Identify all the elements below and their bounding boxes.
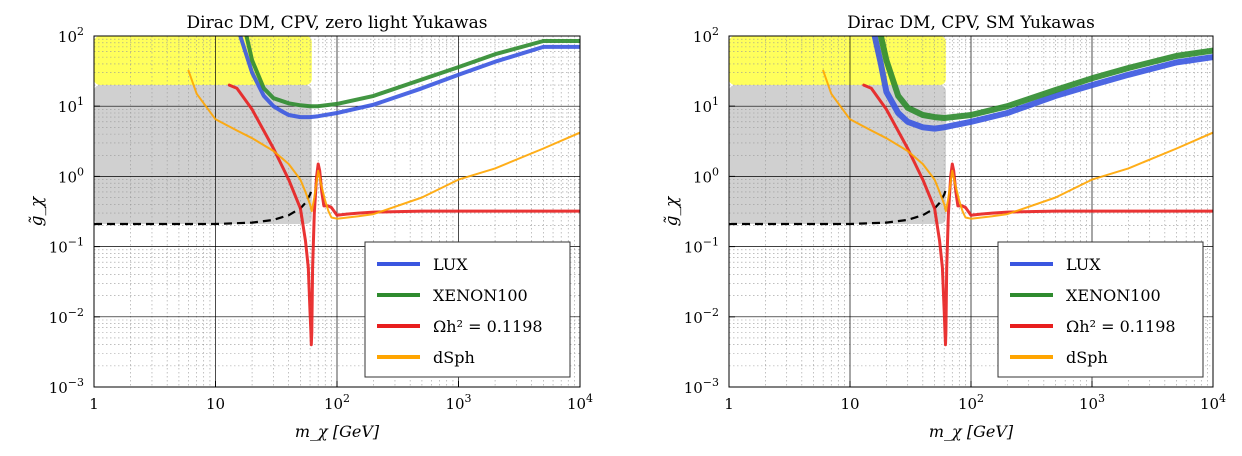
y-tick-label: 10−1 <box>684 236 719 257</box>
x-tick-label: 103 <box>1079 392 1105 413</box>
y-tick-label: 10−1 <box>49 236 84 257</box>
legend-label: dSph <box>433 348 475 367</box>
x-tick-label: 102 <box>958 392 984 413</box>
y-tick-label: 100 <box>693 165 719 186</box>
x-tick-label: 103 <box>445 392 471 413</box>
legend-label: Ωh² = 0.1198 <box>433 317 543 336</box>
series-line-xenon100 <box>244 36 580 109</box>
x-axis-label: m_χ [GeV] <box>295 422 380 441</box>
y-axis-label: g̃_χ <box>662 195 682 226</box>
yellow-region <box>729 36 946 86</box>
chart-title: Dirac DM, CPV, zero light Yukawas <box>187 13 488 33</box>
series-line-relic-density <box>862 83 1213 347</box>
y-tick-label: 100 <box>58 165 84 186</box>
y-axis-label: g̃_χ <box>27 195 47 226</box>
series-line-dsph <box>187 69 580 220</box>
x-tick-label: 10 <box>206 395 225 413</box>
series-line-relic-density <box>227 83 580 347</box>
y-tick-label: 10−2 <box>49 306 84 327</box>
chart-panel-1: 1 10 102 103 104 10−3 10−2 10−1 100 101 102 Dirac D… <box>27 13 593 441</box>
legend-label: XENON100 <box>433 286 528 305</box>
y-tick-label: 101 <box>58 95 84 116</box>
legend-label: Ωh² = 0.1198 <box>1066 317 1176 336</box>
y-tick-label: 102 <box>58 25 84 46</box>
yellow-region <box>94 36 312 86</box>
y-tick-label: 10−2 <box>684 306 719 327</box>
chart-title: Dirac DM, CPV, SM Yukawas <box>847 13 1095 33</box>
x-tick-label: 104 <box>567 392 593 413</box>
legend-label: LUX <box>433 255 468 274</box>
legend: LUX XENON100 Ωh² = 0.1198 dSph <box>997 241 1204 378</box>
dashed-boundary-line <box>729 189 947 226</box>
legend-label: XENON100 <box>1066 286 1161 305</box>
x-tick-label: 104 <box>1200 392 1226 413</box>
x-tick-label: 1 <box>89 395 99 413</box>
legend: LUX XENON100 Ωh² = 0.1198 dSph <box>364 241 571 378</box>
series-line-lux <box>871 36 1213 132</box>
y-tick-label: 10−3 <box>49 376 84 397</box>
y-tick-label: 101 <box>693 95 719 116</box>
x-tick-label: 10 <box>840 395 859 413</box>
y-tick-label: 10−3 <box>684 376 719 397</box>
series-line-dsph <box>822 69 1213 220</box>
x-axis-label: m_χ [GeV] <box>929 422 1014 441</box>
series-line-lux <box>238 36 580 120</box>
chart-panel-2: 1 10 102 103 104 10−3 10−2 10−1 100 101 102 Dirac D… <box>662 13 1226 441</box>
y-tick-label: 102 <box>693 25 719 46</box>
series-line-xenon100 <box>877 36 1213 121</box>
x-tick-label: 1 <box>724 395 734 413</box>
legend-label: LUX <box>1066 255 1101 274</box>
legend-label: dSph <box>1066 348 1108 367</box>
x-tick-label: 102 <box>324 392 350 413</box>
